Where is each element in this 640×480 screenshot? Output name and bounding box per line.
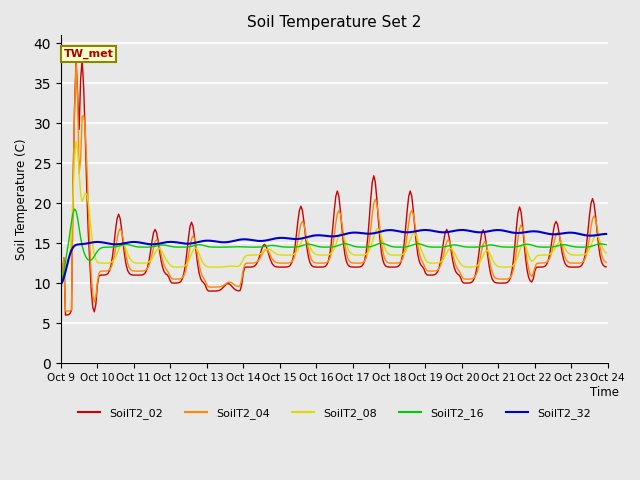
SoilT2_32 bbox=[220, 240, 227, 245]
SoilT2_04 bbox=[72, 60, 80, 66]
SoilT2_02 bbox=[57, 288, 65, 294]
SoilT2_08 bbox=[248, 252, 256, 258]
SoilT2_08 bbox=[57, 277, 65, 283]
SoilT2_16 bbox=[221, 244, 228, 250]
SoilT2_04 bbox=[127, 267, 134, 273]
SoilT2_16 bbox=[71, 206, 79, 212]
SoilT2_32 bbox=[422, 227, 429, 233]
SoilT2_08 bbox=[239, 257, 247, 263]
SoilT2_02 bbox=[223, 281, 230, 287]
Text: TW_met: TW_met bbox=[63, 48, 113, 59]
X-axis label: Time: Time bbox=[589, 386, 619, 399]
SoilT2_16 bbox=[239, 244, 247, 250]
SoilT2_08 bbox=[72, 139, 80, 144]
Line: SoilT2_04: SoilT2_04 bbox=[61, 63, 606, 311]
SoilT2_04 bbox=[241, 262, 248, 267]
SoilT2_02 bbox=[250, 264, 258, 269]
Line: SoilT2_02: SoilT2_02 bbox=[61, 60, 606, 315]
SoilT2_16 bbox=[602, 241, 610, 247]
SoilT2_04 bbox=[575, 260, 582, 266]
SoilT2_04 bbox=[602, 260, 610, 265]
SoilT2_16 bbox=[57, 278, 65, 284]
SoilT2_02 bbox=[298, 208, 306, 214]
SoilT2_04 bbox=[61, 308, 69, 314]
Line: SoilT2_16: SoilT2_16 bbox=[61, 209, 606, 281]
SoilT2_32 bbox=[247, 237, 255, 243]
SoilT2_32 bbox=[296, 236, 303, 242]
Line: SoilT2_32: SoilT2_32 bbox=[61, 230, 606, 284]
SoilT2_04 bbox=[298, 218, 306, 224]
SoilT2_08 bbox=[125, 254, 133, 260]
SoilT2_04 bbox=[223, 280, 230, 286]
SoilT2_32 bbox=[57, 281, 65, 287]
SoilT2_16 bbox=[125, 242, 133, 248]
SoilT2_02 bbox=[78, 57, 86, 62]
SoilT2_16 bbox=[573, 244, 581, 250]
SoilT2_04 bbox=[250, 260, 258, 266]
SoilT2_32 bbox=[124, 240, 132, 245]
SoilT2_08 bbox=[602, 250, 610, 256]
Y-axis label: Soil Temperature (C): Soil Temperature (C) bbox=[15, 138, 28, 260]
SoilT2_02 bbox=[127, 272, 134, 277]
SoilT2_16 bbox=[297, 243, 305, 249]
SoilT2_02 bbox=[602, 264, 610, 270]
SoilT2_32 bbox=[573, 230, 581, 236]
Legend: SoilT2_02, SoilT2_04, SoilT2_08, SoilT2_16, SoilT2_32: SoilT2_02, SoilT2_04, SoilT2_08, SoilT2_… bbox=[74, 403, 595, 423]
SoilT2_08 bbox=[297, 240, 305, 246]
Title: Soil Temperature Set 2: Soil Temperature Set 2 bbox=[247, 15, 422, 30]
SoilT2_04 bbox=[57, 288, 65, 294]
SoilT2_02 bbox=[61, 312, 69, 318]
SoilT2_08 bbox=[221, 264, 228, 270]
SoilT2_02 bbox=[575, 264, 582, 270]
Line: SoilT2_08: SoilT2_08 bbox=[61, 142, 606, 280]
SoilT2_32 bbox=[602, 231, 610, 237]
SoilT2_32 bbox=[238, 237, 246, 242]
SoilT2_02 bbox=[241, 265, 248, 271]
SoilT2_16 bbox=[248, 244, 256, 250]
SoilT2_08 bbox=[573, 252, 581, 258]
